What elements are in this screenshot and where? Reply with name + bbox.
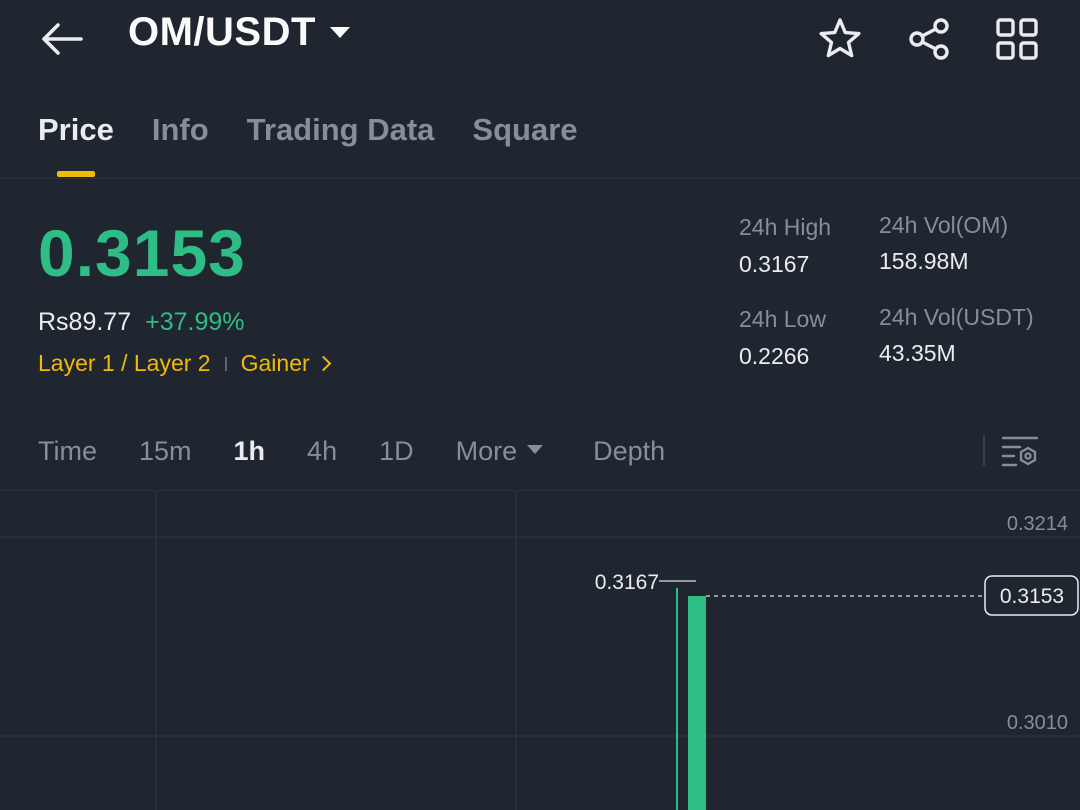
y-tick-label: 0.3214 [1007, 513, 1068, 535]
category-tag[interactable]: Layer 1 / Layer 2 [38, 350, 211, 376]
tf-more[interactable]: More [456, 436, 544, 467]
gainer-tag[interactable]: Gainer [240, 350, 310, 376]
low-value: 0.2266 [739, 343, 810, 369]
tf-more-label: More [455, 436, 518, 466]
high-marker-label: 0.3167 [595, 571, 659, 594]
fiat-price: Rs89.77 [38, 308, 132, 336]
favorite-button[interactable] [816, 14, 864, 64]
divider [0, 490, 1080, 491]
vol-base-label: 24h Vol(OM) [879, 212, 1009, 238]
high-value: 0.3167 [739, 251, 810, 277]
tab-square[interactable]: Square [472, 112, 578, 147]
vol-quote-label: 24h Vol(USDT) [879, 304, 1034, 330]
tf-4h[interactable]: 4h [307, 436, 338, 466]
back-arrow-icon [42, 23, 83, 55]
chart-settings-icon [1001, 436, 1039, 467]
price-sub-row: Rs89.77 +37.99% [38, 308, 245, 337]
low-label: 24h Low [739, 306, 826, 332]
tag-separator [224, 356, 227, 371]
tf-15m[interactable]: 15m [139, 436, 192, 466]
tf-1h[interactable]: 1h [233, 436, 266, 466]
share-icon [909, 18, 949, 60]
tab-info[interactable]: Info [151, 112, 209, 147]
timeframe-bar: Time 15m 1h 4h 1D More Depth [38, 436, 707, 467]
candle-body [688, 596, 706, 810]
toolbar-separator [983, 436, 985, 466]
high-label: 24h High [739, 214, 832, 240]
y-tick-label: 0.3010 [1007, 712, 1068, 734]
caret-down-icon [527, 445, 544, 455]
pair-title: OM/USDT [128, 10, 316, 54]
tf-1d[interactable]: 1D [379, 436, 414, 466]
star-icon [819, 18, 861, 58]
vol-quote-value: 43.35M [879, 340, 956, 366]
last-price-tag-label: 0.3153 [1000, 585, 1064, 608]
tf-time[interactable]: Time [38, 436, 97, 466]
grid-icon [996, 18, 1038, 60]
chart-settings-button[interactable] [1000, 434, 1040, 470]
last-price-tag [984, 575, 1079, 616]
candlestick-chart[interactable]: 0.3214 0.3010 0.3167 0.3153 [0, 491, 1080, 810]
tab-trading-data[interactable]: Trading Data [246, 112, 435, 147]
share-button[interactable] [905, 14, 953, 64]
back-button[interactable] [36, 14, 88, 64]
tf-depth[interactable]: Depth [593, 436, 666, 466]
caret-down-icon [329, 27, 350, 38]
tab-price[interactable]: Price [38, 112, 114, 147]
grid-menu-button[interactable] [993, 14, 1041, 64]
divider [0, 178, 1080, 179]
last-price: 0.3153 [38, 216, 246, 290]
vol-base-value: 158.98M [879, 248, 969, 274]
active-tab-indicator [57, 171, 95, 177]
main-tabs: Price Info Trading Data Square [38, 112, 578, 148]
pair-selector[interactable]: OM/USDT [128, 10, 350, 55]
tags-row: Layer 1 / Layer 2 Gainer [38, 350, 331, 377]
change-percent: +37.99% [145, 308, 245, 336]
chevron-right-icon [315, 355, 331, 372]
